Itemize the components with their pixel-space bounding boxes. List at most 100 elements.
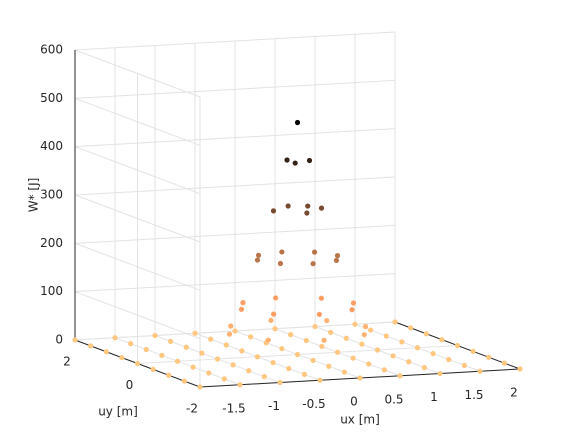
data-point bbox=[143, 346, 149, 353]
data-point bbox=[232, 328, 238, 334]
data-point bbox=[324, 317, 330, 324]
data-point bbox=[374, 347, 381, 353]
x-tick-label: 2 bbox=[510, 386, 518, 400]
data-point bbox=[240, 300, 246, 306]
x-tick-label: -1.5 bbox=[222, 401, 245, 415]
data-point bbox=[246, 368, 252, 374]
data-point bbox=[310, 261, 316, 267]
data-point bbox=[334, 349, 341, 355]
data-point bbox=[423, 331, 429, 337]
data-point bbox=[408, 325, 414, 331]
data-point bbox=[321, 337, 327, 343]
data-point bbox=[477, 368, 483, 374]
data-point bbox=[206, 370, 212, 376]
data-point bbox=[312, 323, 318, 330]
data-point bbox=[414, 345, 421, 351]
data-point bbox=[271, 311, 277, 317]
data-point bbox=[221, 376, 227, 382]
y-tick-label: 0 bbox=[126, 378, 134, 392]
data-point bbox=[239, 348, 245, 354]
data-point bbox=[294, 351, 301, 358]
x-axis-label: ux [m] bbox=[340, 413, 380, 427]
data-point bbox=[343, 335, 349, 341]
data-point bbox=[284, 157, 290, 163]
data-point bbox=[88, 343, 94, 349]
data-point bbox=[310, 357, 316, 363]
data-point bbox=[174, 358, 181, 364]
data-point bbox=[311, 249, 318, 255]
data-point bbox=[303, 337, 309, 344]
data-point bbox=[166, 372, 172, 378]
data-point bbox=[368, 327, 374, 333]
data-point bbox=[359, 341, 365, 347]
data-point bbox=[254, 354, 261, 360]
data-point bbox=[152, 332, 158, 339]
z-tick-label: 400 bbox=[40, 139, 63, 153]
z-tick-label: 100 bbox=[40, 284, 63, 298]
x-tick-label: 0 bbox=[350, 395, 358, 409]
data-point bbox=[430, 351, 436, 357]
data-point bbox=[328, 329, 334, 335]
data-point bbox=[334, 252, 341, 259]
data-point bbox=[190, 364, 196, 370]
data-point bbox=[159, 352, 165, 358]
data-point bbox=[270, 208, 277, 214]
data-point bbox=[437, 370, 443, 377]
z-tick-label: 600 bbox=[40, 43, 63, 57]
data-point bbox=[292, 160, 298, 166]
data-point bbox=[181, 378, 187, 384]
data-point bbox=[168, 338, 174, 344]
data-point bbox=[399, 339, 405, 345]
data-point bbox=[254, 257, 261, 263]
y-axis-label: uy [m] bbox=[98, 405, 138, 419]
data-point bbox=[361, 332, 367, 338]
data-point bbox=[317, 377, 323, 383]
z-tick-label: 500 bbox=[40, 91, 63, 105]
data-point bbox=[103, 349, 109, 355]
data-point bbox=[392, 319, 398, 325]
y-tick-label: -2 bbox=[186, 402, 198, 416]
data-point bbox=[272, 326, 278, 332]
data-point bbox=[326, 363, 332, 369]
data-point bbox=[255, 252, 262, 258]
data-point bbox=[316, 311, 322, 317]
data-point bbox=[517, 366, 523, 372]
y-tick-label: 2 bbox=[63, 355, 71, 369]
z-axis-label: W* [J] bbox=[27, 178, 41, 213]
data-point bbox=[341, 369, 347, 375]
data-point bbox=[362, 323, 369, 330]
data-point bbox=[397, 373, 403, 379]
data-point bbox=[277, 379, 283, 386]
data-point bbox=[366, 361, 372, 367]
data-point bbox=[421, 365, 427, 371]
data-point bbox=[237, 382, 243, 388]
data-point bbox=[248, 334, 254, 340]
data-point bbox=[268, 317, 274, 323]
data-point bbox=[288, 332, 294, 338]
data-point bbox=[352, 321, 358, 327]
x-tick-label: -1 bbox=[268, 399, 280, 413]
data-point bbox=[501, 360, 507, 366]
data-point bbox=[304, 210, 310, 216]
data-point bbox=[454, 342, 461, 349]
data-point bbox=[279, 249, 285, 255]
data-point bbox=[461, 362, 467, 368]
data-point bbox=[72, 337, 78, 343]
data-point bbox=[230, 362, 236, 368]
x-tick-label: -0.5 bbox=[302, 397, 325, 411]
data-point bbox=[381, 367, 387, 373]
data-point bbox=[273, 295, 279, 301]
data-point bbox=[319, 343, 325, 349]
data-point bbox=[383, 333, 389, 339]
data-point bbox=[406, 359, 412, 365]
data-point bbox=[277, 260, 284, 267]
data-point bbox=[134, 360, 141, 367]
data-point bbox=[305, 203, 311, 209]
data-point bbox=[333, 257, 340, 263]
z-tick-label: 0 bbox=[55, 333, 63, 347]
data-point bbox=[306, 157, 313, 164]
data-point bbox=[470, 348, 476, 354]
data-point bbox=[294, 119, 301, 126]
data-point bbox=[112, 335, 118, 341]
